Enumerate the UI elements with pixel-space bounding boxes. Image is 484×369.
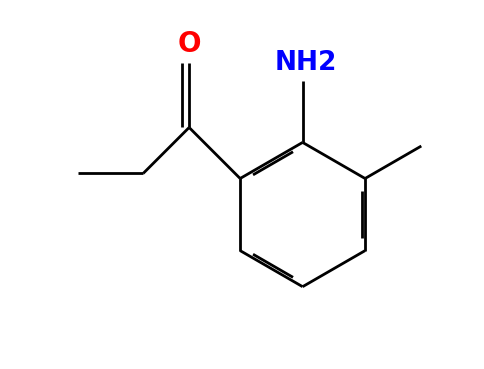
Text: O: O <box>177 30 200 58</box>
Text: NH2: NH2 <box>274 50 336 76</box>
